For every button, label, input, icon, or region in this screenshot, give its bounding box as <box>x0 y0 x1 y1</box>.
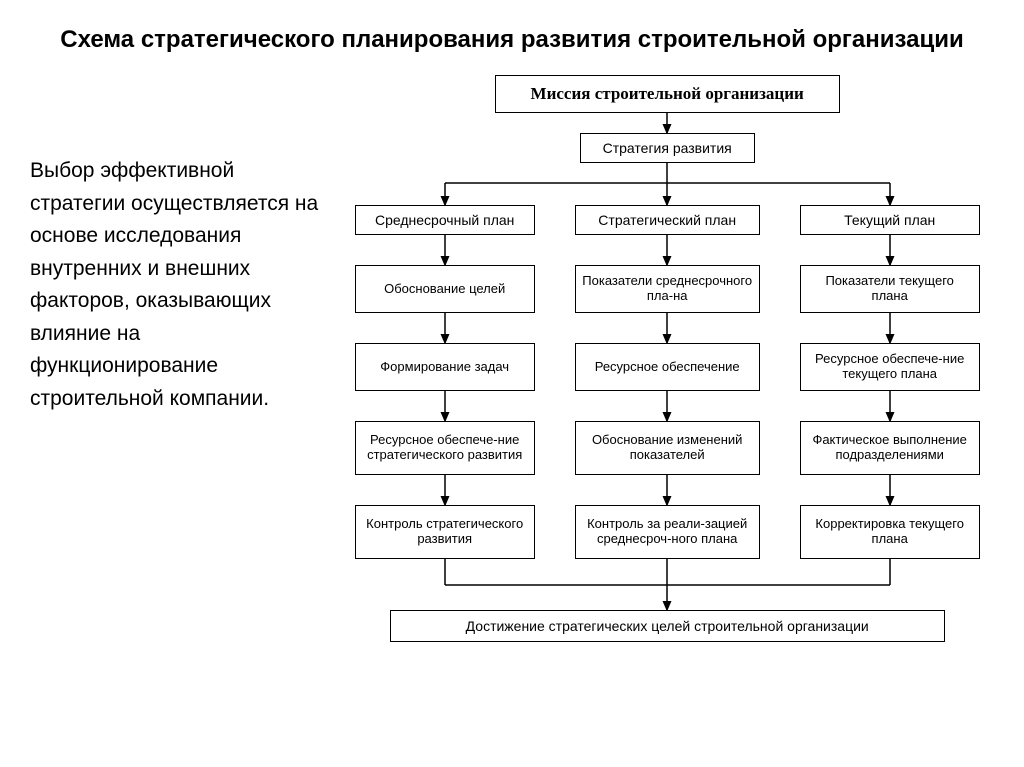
node-mission: Миссия строительной организации <box>495 75 840 113</box>
page-title: Схема стратегического планирования разви… <box>0 0 1024 65</box>
node-c1r4: Контроль стратегического развития <box>355 505 535 559</box>
node-c3r4: Корректировка текущего плана <box>800 505 980 559</box>
node-c2r2: Ресурсное обеспечение <box>575 343 760 391</box>
node-c2r1: Показатели среднесрочного пла-на <box>575 265 760 313</box>
flowchart-diagram: Миссия строительной организации Стратегия… <box>335 75 1004 715</box>
node-strategy: Стратегия развития <box>580 133 755 163</box>
node-plan_mid: Среднесрочный план <box>355 205 535 235</box>
node-plan_str: Стратегический план <box>575 205 760 235</box>
node-c1r2: Формирование задач <box>355 343 535 391</box>
node-c3r1: Показатели текущего плана <box>800 265 980 313</box>
node-c3r2: Ресурсное обеспече-ние текущего плана <box>800 343 980 391</box>
content-area: Выбор эффективной стратегии осуществляет… <box>0 65 1024 715</box>
node-plan_cur: Текущий план <box>800 205 980 235</box>
node-goal: Достижение стратегических целей строител… <box>390 610 945 642</box>
node-c2r3: Обоснование изменений показателей <box>575 421 760 475</box>
description-text: Выбор эффективной стратегии осуществляет… <box>30 75 335 715</box>
node-c1r1: Обоснование целей <box>355 265 535 313</box>
node-c3r3: Фактическое выполнение подразделениями <box>800 421 980 475</box>
node-c1r3: Ресурсное обеспече-ние стратегического р… <box>355 421 535 475</box>
node-c2r4: Контроль за реали-зацией среднесроч-ного… <box>575 505 760 559</box>
